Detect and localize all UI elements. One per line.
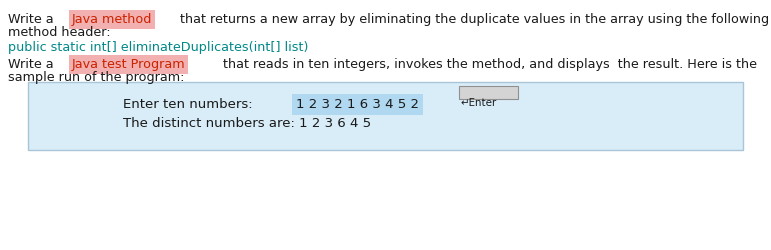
Text: Java test Program: Java test Program (72, 58, 186, 71)
Text: Write a: Write a (8, 13, 58, 26)
FancyBboxPatch shape (459, 86, 518, 99)
Text: ↵Enter: ↵Enter (460, 98, 497, 108)
Text: Write a: Write a (8, 58, 58, 71)
Text: public static int[] eliminateDuplicates(int[] list): public static int[] eliminateDuplicates(… (8, 41, 308, 54)
Text: Enter ten numbers:: Enter ten numbers: (123, 98, 257, 111)
Text: Java method: Java method (72, 13, 153, 26)
Text: method header:: method header: (8, 26, 110, 39)
Text: The distinct numbers are: 1 2 3 6 4 5: The distinct numbers are: 1 2 3 6 4 5 (123, 117, 371, 130)
FancyBboxPatch shape (28, 82, 743, 150)
Text: that returns a new array by eliminating the duplicate values in the array using : that returns a new array by eliminating … (176, 13, 769, 26)
Text: that reads in ten integers, invokes the method, and displays  the result. Here i: that reads in ten integers, invokes the … (219, 58, 756, 71)
Text: 1 2 3 2 1 6 3 4 5 2: 1 2 3 2 1 6 3 4 5 2 (296, 98, 419, 111)
Text: sample run of the program:: sample run of the program: (8, 71, 184, 84)
